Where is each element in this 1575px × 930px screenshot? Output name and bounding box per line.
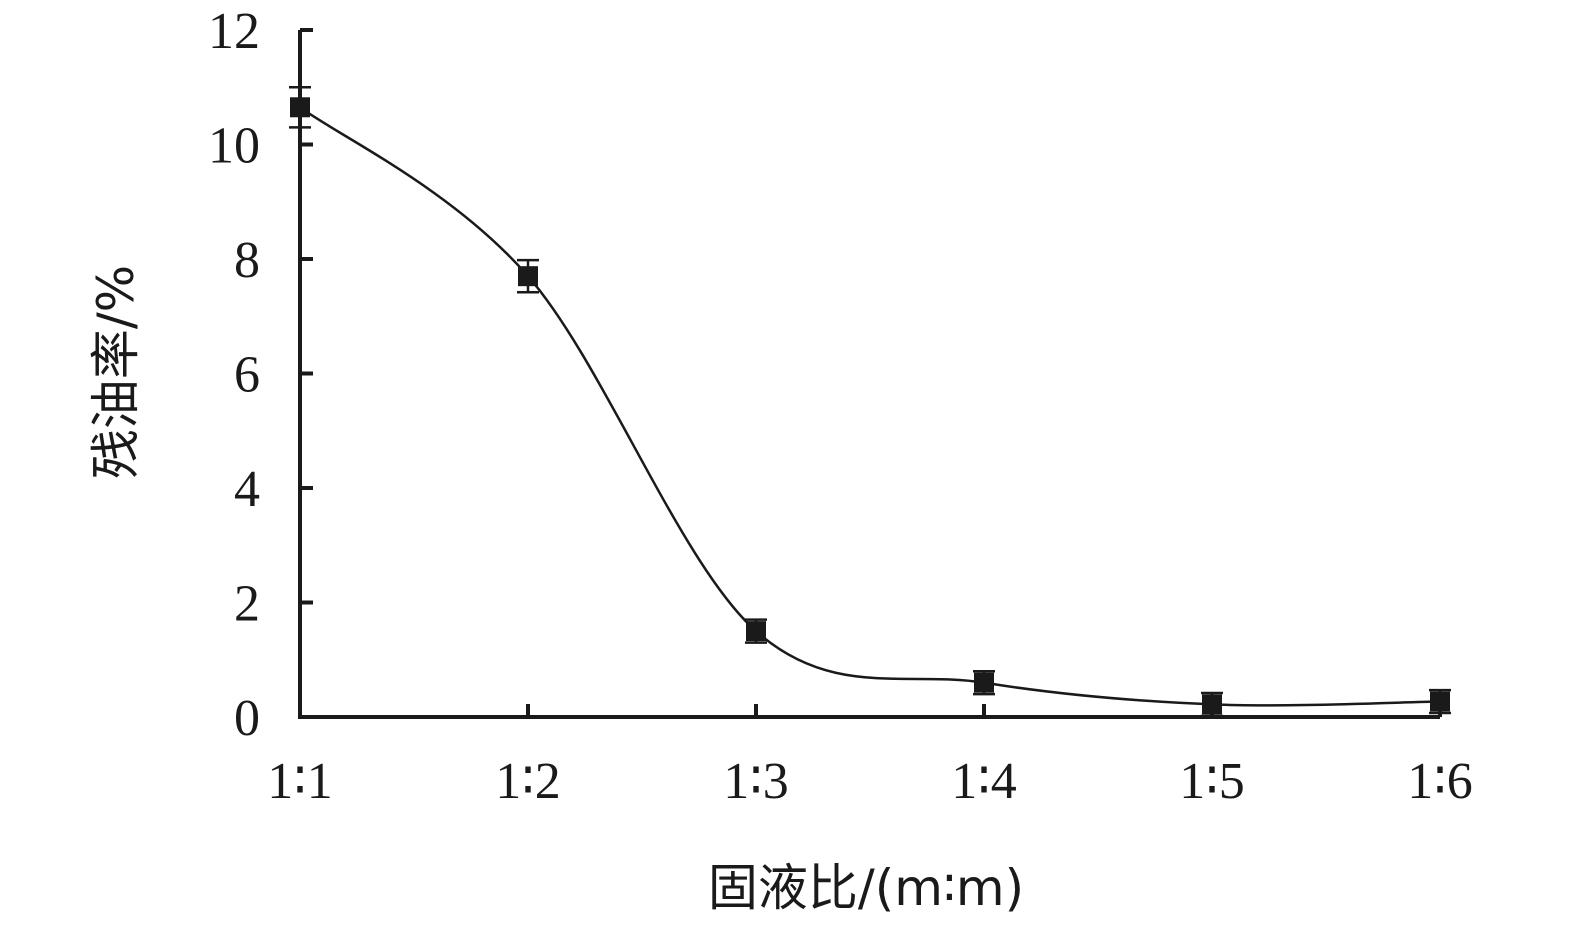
data-point-marker [974, 672, 994, 693]
y-tick-label: 8 [234, 232, 260, 289]
x-tick-group: 1∶1 1∶2 1∶3 1∶4 1∶5 1∶6 [267, 704, 1473, 810]
y-axis-title: 残油率/% [87, 265, 145, 479]
y-tick-label: 12 [208, 3, 260, 60]
x-tick-label: 1∶2 [495, 753, 561, 810]
x-tick-label: 1∶4 [951, 753, 1017, 810]
y-tick-label: 2 [234, 576, 260, 633]
data-point-marker [1430, 691, 1450, 712]
y-tick-label: 6 [234, 347, 260, 404]
x-tick-label: 1∶5 [1179, 753, 1245, 810]
data-point-marker [290, 97, 310, 118]
y-axis: 0 2 4 6 8 10 12 [208, 3, 313, 747]
data-point-marker [518, 266, 538, 287]
y-tick-group: 0 2 4 6 8 10 12 [208, 3, 313, 747]
series-line [299, 106, 1441, 707]
y-tick-label: 0 [234, 690, 260, 747]
x-tick-label: 1∶3 [723, 753, 789, 810]
x-tick-label: 1∶1 [267, 753, 333, 810]
x-axis-title: 固液比/(m∶m) [708, 859, 1024, 917]
data-point-marker [746, 621, 766, 642]
y-tick-label: 10 [208, 118, 260, 175]
x-tick-label: 1∶6 [1407, 753, 1473, 810]
series-group [289, 86, 1451, 718]
data-point-marker [1202, 694, 1222, 715]
y-tick-label: 4 [234, 461, 260, 518]
x-axis: 1∶1 1∶2 1∶3 1∶4 1∶5 1∶6 [267, 704, 1473, 810]
